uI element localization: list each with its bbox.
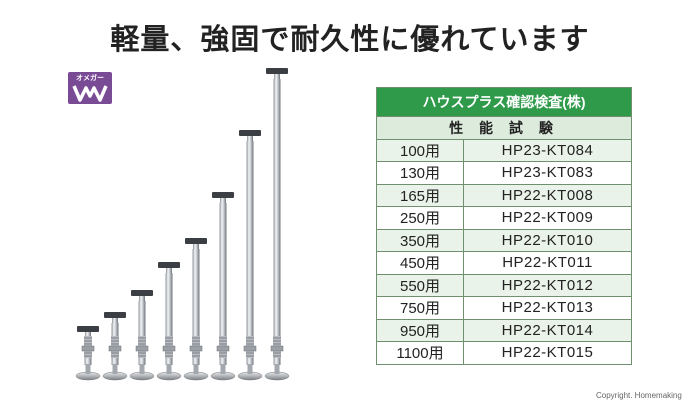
row-code: HP22-KT008	[463, 183, 632, 207]
row-length: 130用	[376, 161, 464, 185]
floor-post	[264, 68, 290, 381]
table-row: 950用 HP22-KT014	[376, 318, 632, 342]
floor-post	[129, 290, 155, 381]
table-subheader: 性 能 試 験	[376, 116, 632, 140]
omega-logo: オメガー	[68, 72, 112, 104]
floor-post	[75, 326, 101, 381]
row-length: 450用	[376, 251, 464, 275]
row-length: 750用	[376, 296, 464, 320]
row-code: HP22-KT009	[463, 206, 632, 230]
table-row: 550用 HP22-KT012	[376, 273, 632, 297]
table-row: 100用 HP23-KT084	[376, 138, 632, 162]
row-length: 350用	[376, 228, 464, 252]
table-row: 750用 HP22-KT013	[376, 296, 632, 320]
headline: 軽量、強固で耐久性に優れています	[110, 22, 590, 56]
floor-post	[237, 130, 263, 381]
table-title: ハウスプラス確認検査(株)	[376, 87, 632, 117]
row-code: HP22-KT014	[463, 318, 632, 342]
floor-post	[210, 192, 236, 381]
row-code: HP23-KT084	[463, 138, 632, 162]
row-code: HP23-KT083	[463, 161, 632, 185]
row-code: HP22-KT013	[463, 296, 632, 320]
table-row: 450用 HP22-KT011	[376, 251, 632, 275]
table-row: 250用 HP22-KT009	[376, 206, 632, 230]
row-code: HP22-KT012	[463, 273, 632, 297]
floor-post	[156, 262, 182, 381]
copyright-text: Copyright. Homemaking	[596, 391, 682, 400]
table-row: 1100用 HP22-KT015	[376, 341, 632, 365]
floor-post	[102, 312, 128, 381]
row-code: HP22-KT010	[463, 228, 632, 252]
row-length: 950用	[376, 318, 464, 342]
spec-table: ハウスプラス確認検査(株) 性 能 試 験 100用 HP23-KT084 130用…	[376, 87, 632, 365]
omega-mark-icon	[72, 85, 108, 102]
row-code: HP22-KT015	[463, 341, 632, 365]
row-length: 550用	[376, 273, 464, 297]
row-length: 250用	[376, 206, 464, 230]
floor-posts-image	[75, 68, 290, 381]
table-row: 165用 HP22-KT008	[376, 183, 632, 207]
logo-text: オメガー	[76, 74, 104, 82]
row-length: 165用	[376, 183, 464, 207]
floor-post	[183, 238, 209, 381]
row-code: HP22-KT011	[463, 251, 632, 275]
table-row: 130用 HP23-KT083	[376, 161, 632, 185]
row-length: 1100用	[376, 341, 464, 365]
table-row: 350用 HP22-KT010	[376, 228, 632, 252]
row-length: 100用	[376, 138, 464, 162]
